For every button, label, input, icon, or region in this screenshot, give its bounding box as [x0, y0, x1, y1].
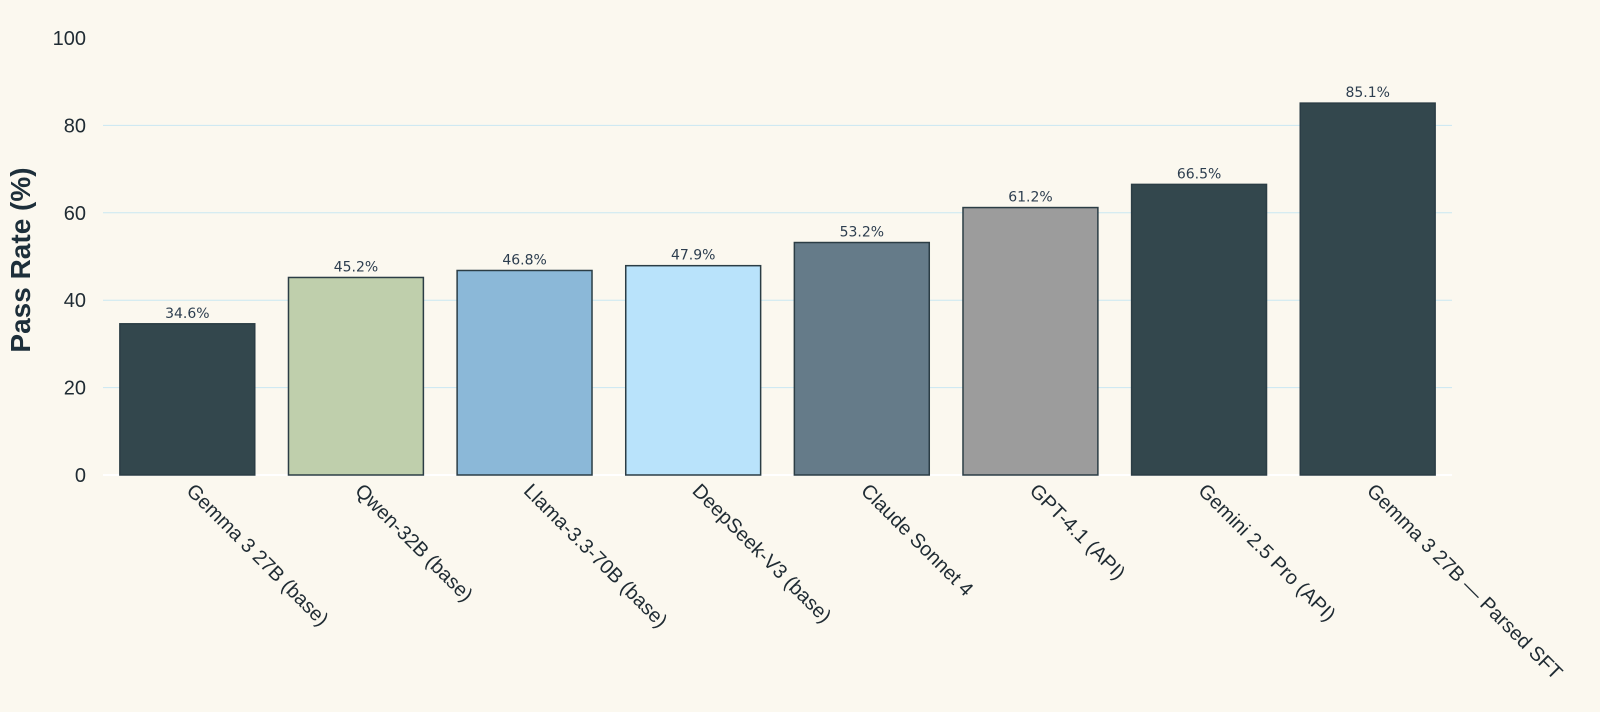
value-label: 34.6%: [165, 306, 209, 322]
bar: [1299, 102, 1436, 476]
value-label: 66.5%: [1177, 166, 1221, 182]
y-tick-label: 40: [64, 290, 86, 312]
y-tick-label: 20: [64, 378, 86, 400]
value-label: 46.8%: [502, 252, 546, 268]
value-label: 53.2%: [840, 225, 884, 241]
x-tick-label: DeepSeek-V3 (base): [688, 480, 836, 628]
y-tick-label: 0: [75, 465, 86, 487]
y-tick-label: 80: [64, 115, 86, 137]
bar: [287, 276, 425, 476]
bar: [119, 323, 256, 476]
bar: [1130, 183, 1268, 476]
x-tick-label: Qwen-32B (base): [350, 480, 476, 606]
y-axis-title: Pass Rate (%): [5, 167, 36, 352]
value-labels: 34.6% 45.2% 46.8% 47.9% 53.2% 61.2% 66.5% 85.1%: [165, 85, 1390, 322]
value-label: 61.2%: [1008, 190, 1052, 206]
bar: [962, 206, 1099, 476]
value-label: 45.2%: [334, 259, 378, 275]
y-tick-label: 60: [64, 203, 86, 225]
value-label: 47.9%: [671, 248, 715, 264]
bars: [119, 102, 1436, 476]
bar: [456, 269, 593, 476]
x-tick-label: Gemini 2.5 Pro (API): [1194, 480, 1340, 626]
x-tick-label: GPT-4.1 (API): [1025, 480, 1129, 584]
bar: [624, 264, 762, 476]
x-tick-label: Gemma 3 27B — Parsed SFT: [1362, 480, 1566, 684]
x-tick-label: Gemma 3 27B (base): [182, 480, 333, 631]
x-tick-label: Llama-3.3-70B (base): [519, 480, 671, 632]
y-tick-label: 100: [53, 28, 86, 50]
x-tick-label: Claude Sonnet 4: [856, 480, 977, 601]
y-axis-ticks: 0 20 40 60 80 100: [53, 28, 86, 487]
value-label: 85.1%: [1345, 85, 1389, 101]
x-axis-labels: Gemma 3 27B (base) Qwen-32B (base) Llama-3…: [182, 480, 1567, 684]
bar: [793, 241, 931, 476]
